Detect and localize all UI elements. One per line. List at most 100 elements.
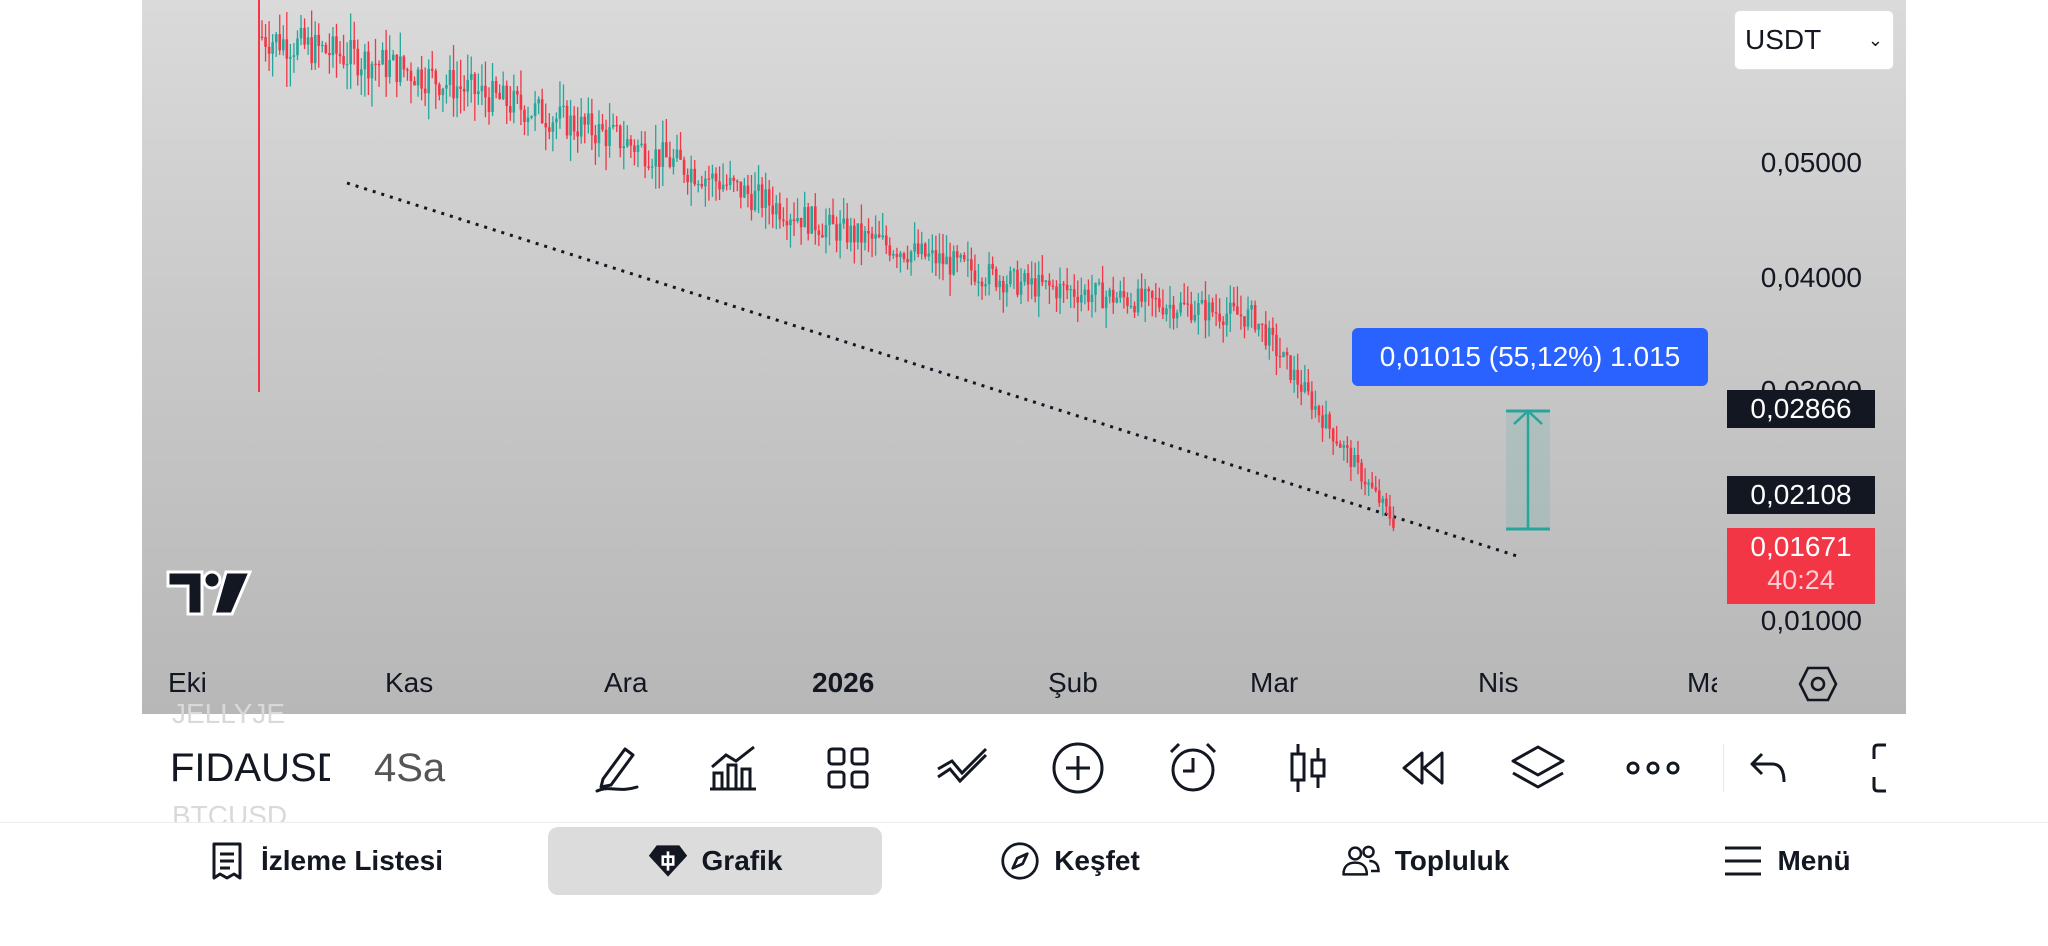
candle bbox=[686, 174, 689, 183]
alert-icon[interactable] bbox=[1163, 738, 1223, 798]
nav-community[interactable]: Topluluk bbox=[1330, 827, 1520, 895]
candle bbox=[962, 255, 966, 260]
candle bbox=[881, 235, 885, 238]
candle bbox=[1257, 323, 1260, 330]
interval-selector[interactable]: 4Sa bbox=[374, 746, 446, 790]
chart-type-icon[interactable] bbox=[1278, 738, 1338, 798]
candle bbox=[895, 253, 899, 258]
candle bbox=[1001, 280, 1005, 293]
candle bbox=[547, 127, 551, 132]
candle bbox=[998, 280, 1002, 288]
community-icon bbox=[1341, 841, 1381, 881]
candle bbox=[601, 124, 604, 130]
candle bbox=[1296, 369, 1299, 385]
candle bbox=[278, 34, 282, 51]
time-tick: Kas bbox=[385, 667, 434, 698]
candle bbox=[1292, 369, 1296, 380]
chart-canvas[interactable]: USDT ⌄ 0,05000 0,04000 0,03000 0,01000 0… bbox=[142, 0, 1906, 714]
candle bbox=[473, 74, 477, 95]
layers-icon[interactable] bbox=[1508, 738, 1568, 798]
candle bbox=[945, 256, 948, 265]
candle bbox=[388, 59, 391, 78]
measure-tool[interactable] bbox=[1506, 409, 1550, 531]
candle bbox=[750, 194, 753, 211]
candle bbox=[1076, 296, 1080, 303]
candle bbox=[757, 184, 760, 191]
candle bbox=[966, 259, 970, 261]
candle bbox=[1239, 314, 1243, 317]
nav-explore[interactable]: Keşfet bbox=[980, 827, 1160, 895]
candle bbox=[430, 68, 434, 71]
candle bbox=[640, 143, 643, 146]
candle bbox=[782, 219, 785, 222]
candle bbox=[1129, 305, 1133, 308]
candle bbox=[650, 166, 654, 168]
candle bbox=[597, 124, 601, 144]
nav-menu[interactable]: Menü bbox=[1712, 827, 1862, 895]
candle bbox=[689, 168, 693, 183]
candle bbox=[320, 44, 324, 47]
candle bbox=[874, 234, 877, 239]
candle bbox=[356, 48, 360, 76]
chart-settings-icon[interactable] bbox=[1798, 664, 1838, 704]
candle bbox=[292, 55, 296, 57]
bottom-navigation: İzleme Listesi Grafik Keşfet Topluluk Me… bbox=[0, 822, 2048, 946]
candle bbox=[714, 173, 718, 182]
candle bbox=[331, 36, 335, 56]
candle bbox=[406, 69, 409, 71]
fullscreen-icon[interactable] bbox=[1870, 738, 1904, 798]
candle bbox=[1168, 304, 1172, 309]
measure-result-badge[interactable]: 0,01015 (55,12%) 1.015 bbox=[1352, 328, 1708, 386]
candle bbox=[310, 37, 313, 64]
candle bbox=[487, 97, 491, 112]
candle bbox=[409, 70, 413, 81]
symbol-prev[interactable]: JELLYJE bbox=[172, 698, 286, 729]
nav-label: Keşfet bbox=[1054, 845, 1140, 876]
candle bbox=[806, 207, 810, 234]
candle bbox=[707, 178, 711, 180]
candle bbox=[1207, 302, 1211, 321]
templates-icon[interactable] bbox=[818, 738, 878, 798]
candle bbox=[289, 56, 292, 59]
candle bbox=[303, 27, 306, 45]
candle bbox=[1331, 428, 1335, 442]
currency-select[interactable]: USDT ⌄ bbox=[1734, 10, 1894, 70]
candle bbox=[647, 166, 650, 168]
candle bbox=[338, 53, 342, 57]
candle bbox=[1353, 454, 1356, 467]
compass-icon bbox=[1000, 841, 1040, 881]
price-chart[interactable] bbox=[142, 0, 1906, 714]
price-tag-high: 0,02866 bbox=[1727, 390, 1875, 428]
time-tick: Mar bbox=[1250, 667, 1299, 698]
candle bbox=[1381, 498, 1385, 503]
undo-icon[interactable] bbox=[1738, 738, 1798, 798]
candle bbox=[1126, 297, 1129, 306]
candle bbox=[941, 253, 945, 265]
candle bbox=[1041, 274, 1044, 283]
candle bbox=[526, 117, 530, 123]
candle bbox=[643, 143, 647, 167]
add-icon[interactable] bbox=[1048, 738, 1108, 798]
candle bbox=[803, 207, 806, 228]
candle bbox=[892, 253, 895, 256]
chart-icon bbox=[648, 841, 688, 881]
symbol-selector[interactable]: FIDAUSD bbox=[170, 746, 330, 790]
candle bbox=[317, 34, 321, 46]
draw-icon[interactable] bbox=[588, 738, 648, 798]
price-tick: 0,05000 bbox=[1760, 147, 1862, 178]
nav-chart[interactable]: Grafik bbox=[548, 827, 882, 895]
trendline[interactable] bbox=[346, 181, 1518, 558]
candle bbox=[934, 250, 938, 264]
candle bbox=[668, 157, 672, 167]
candle bbox=[1282, 352, 1285, 357]
more-icon[interactable] bbox=[1623, 738, 1683, 798]
replay-icon[interactable] bbox=[1393, 738, 1453, 798]
candle bbox=[313, 34, 317, 64]
candle bbox=[608, 127, 611, 147]
candle bbox=[711, 173, 714, 179]
indicators-icon[interactable] bbox=[703, 738, 763, 798]
candle bbox=[281, 39, 285, 51]
compare-icon[interactable] bbox=[933, 738, 993, 798]
nav-watchlist[interactable]: İzleme Listesi bbox=[190, 827, 460, 895]
time-tick: Ma bbox=[1687, 667, 1717, 698]
